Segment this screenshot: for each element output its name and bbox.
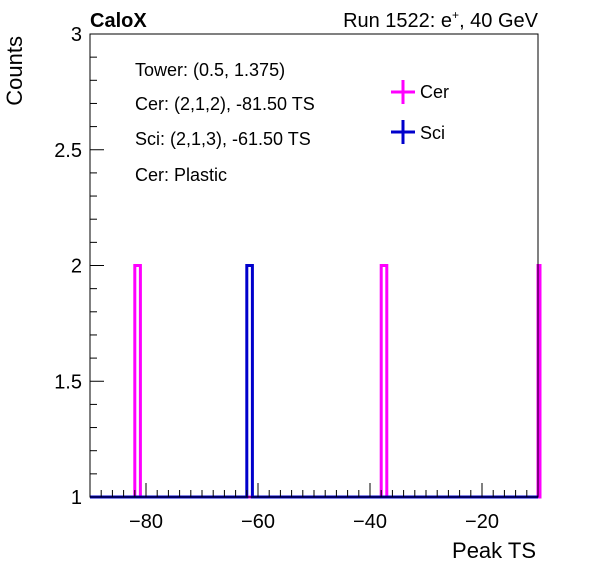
x-tick-label: −60	[241, 511, 275, 533]
x-tick-label: −40	[353, 511, 387, 533]
legend: Cer Sci	[391, 80, 449, 144]
legend-entry-cer: Cer	[391, 80, 449, 104]
x-axis-label: Peak TS	[452, 538, 536, 563]
x-axis-ticks: −80 −60 −40 −20	[89, 483, 539, 533]
y-tick-label: 1.5	[54, 371, 82, 393]
annotation-cer-channel: Cer: (2,1,2), -81.50 TS	[135, 94, 315, 114]
header-left-title: CaloX	[90, 10, 147, 32]
legend-sci-label: Sci	[420, 123, 445, 143]
x-tick-label: −20	[465, 511, 499, 533]
header-right-title: Run 1522: e+, 40 GeV	[343, 8, 539, 32]
x-tick-label: −80	[129, 511, 163, 533]
header-right-suffix: , 40 GeV	[459, 10, 539, 32]
legend-cer-label: Cer	[420, 82, 449, 102]
series-cer	[90, 264, 542, 499]
y-tick-label: 2.5	[54, 140, 82, 162]
y-axis-ticks: 1 1.5 2 2.5 3	[54, 24, 104, 509]
series-sci	[90, 264, 538, 499]
y-tick-label: 2	[71, 256, 82, 278]
annotation-sci-channel: Sci: (2,1,3), -61.50 TS	[135, 129, 311, 149]
series-layer	[90, 264, 542, 499]
y-tick-label: 1	[71, 487, 82, 509]
annotation-cer-material: Cer: Plastic	[135, 165, 227, 185]
y-axis-label: Counts	[2, 36, 27, 106]
annotation-tower: Tower: (0.5, 1.375)	[135, 60, 285, 80]
header-right-sup: +	[452, 8, 459, 22]
series-sci-line	[90, 264, 538, 499]
y-tick-label: 3	[71, 24, 82, 46]
series-cer-line	[90, 264, 542, 499]
legend-entry-sci: Sci	[391, 120, 445, 144]
header-right-prefix: Run 1522: e	[343, 10, 452, 32]
